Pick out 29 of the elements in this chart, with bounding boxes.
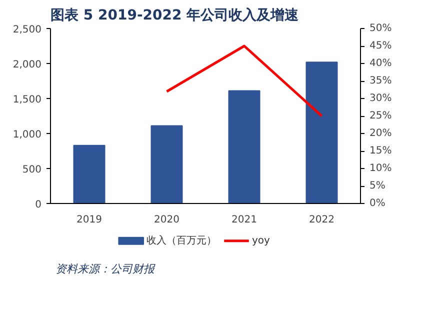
y-tick-label: 1,000	[12, 130, 42, 140]
y2-tick-label: 40%	[370, 58, 392, 69]
y2-tick-label: 45%	[370, 40, 392, 52]
x-tick-label: 2020	[154, 214, 180, 226]
legend-label: yoy	[252, 235, 270, 246]
y-tick-label: 2,000	[12, 60, 42, 70]
x-tick-label: 2022	[309, 214, 334, 226]
bar	[150, 125, 183, 204]
y2-tick-label: 0%	[370, 198, 386, 209]
y-tick-label: 2,500	[12, 24, 42, 36]
y2-tick-label: 25%	[370, 110, 392, 122]
y2-tick-label: 35%	[370, 76, 392, 86]
chart-title: 图表 5 2019-2022 年公司收入及增速	[50, 8, 300, 24]
text: 资料来源：公司财报	[56, 262, 156, 276]
y2-tick-label: 15%	[370, 146, 392, 156]
y2-tick-label: 5%	[370, 180, 386, 192]
bar	[73, 144, 106, 204]
y2-tick-label: 50%	[370, 23, 392, 34]
bar	[306, 62, 338, 204]
y2-tick-label: 30%	[370, 93, 392, 104]
y-tick-label: 0	[35, 200, 42, 210]
bar	[228, 90, 260, 204]
y-tick-label: 1,500	[12, 94, 42, 106]
legend-label: 收入（百万元）	[146, 234, 217, 246]
y2-tick-label: 10%	[370, 163, 392, 174]
x-tick-label: 2021	[232, 214, 257, 226]
y-tick-label: 500	[22, 164, 42, 176]
x-tick-label: 2019	[76, 214, 102, 226]
y2-tick-label: 20%	[370, 128, 392, 139]
